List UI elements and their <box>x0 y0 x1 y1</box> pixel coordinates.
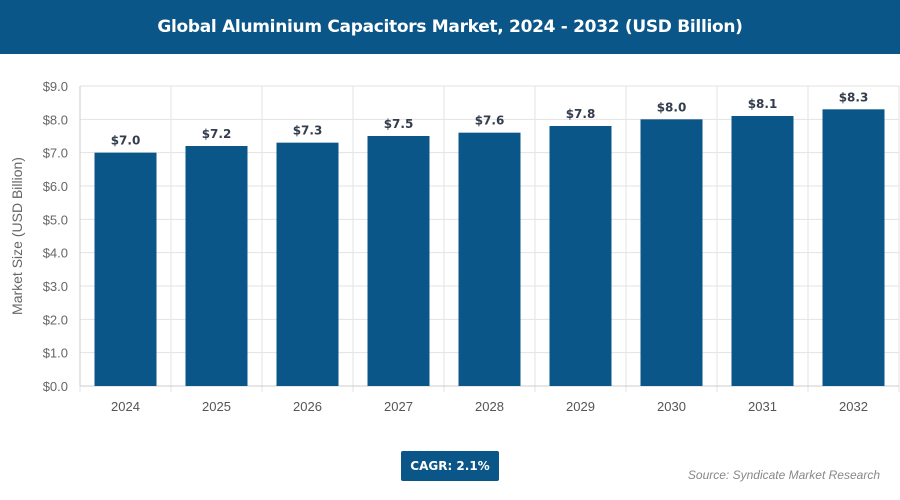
bar-chart: $0.0 $1.0 $2.0 $3.0 $4.0 $5.0 $6.0 $7.0 $8.0 $9.0… <box>9 79 900 414</box>
bar-2030 <box>640 119 703 386</box>
data-label: $7.5 <box>384 117 414 131</box>
bar-2032 <box>822 109 885 386</box>
x-tick-label: 2026 <box>293 399 322 414</box>
cagr-badge: CAGR: 2.1% <box>401 451 499 481</box>
y-axis-title: Market Size (USD Billion) <box>9 157 25 315</box>
y-tick-label: $6.0 <box>43 179 68 194</box>
y-tick-label: $8.0 <box>43 112 68 127</box>
data-label: $7.0 <box>111 134 141 148</box>
x-tick-label: 2032 <box>839 399 868 414</box>
data-label: $8.1 <box>748 97 778 111</box>
x-tick-label: 2025 <box>202 399 231 414</box>
data-label: $8.3 <box>839 90 869 104</box>
x-tick-label: 2028 <box>475 399 504 414</box>
chart-title: Global Aluminium Capacitors Market, 2024… <box>0 0 900 54</box>
bar-2025 <box>185 146 248 386</box>
x-tick-label: 2031 <box>748 399 777 414</box>
data-label: $7.6 <box>475 114 505 128</box>
data-label: $7.8 <box>566 107 596 121</box>
x-tick-label: 2024 <box>111 399 140 414</box>
y-tick-label: $9.0 <box>43 79 68 94</box>
y-tick-label: $0.0 <box>43 379 68 394</box>
bar-2027 <box>367 136 430 386</box>
y-tick-label: $4.0 <box>43 246 68 261</box>
bar-2024 <box>94 152 157 386</box>
bar-2031 <box>731 116 794 386</box>
bar-2028 <box>458 132 521 386</box>
x-tick-label: 2027 <box>384 399 413 414</box>
y-tick-label: $5.0 <box>43 212 68 227</box>
x-tick-label: 2029 <box>566 399 595 414</box>
y-tick-label: $1.0 <box>43 346 68 361</box>
data-label: $7.2 <box>202 127 232 141</box>
y-tick-label: $7.0 <box>43 146 68 161</box>
data-label: $7.3 <box>293 124 323 138</box>
x-tick-label: 2030 <box>657 399 686 414</box>
y-tick-label: $2.0 <box>43 312 68 327</box>
y-tick-label: $3.0 <box>43 279 68 294</box>
source-note: Source: Syndicate Market Research <box>687 468 880 482</box>
bar-2029 <box>549 126 612 386</box>
bar-2026 <box>276 142 339 386</box>
data-label: $8.0 <box>657 100 687 114</box>
